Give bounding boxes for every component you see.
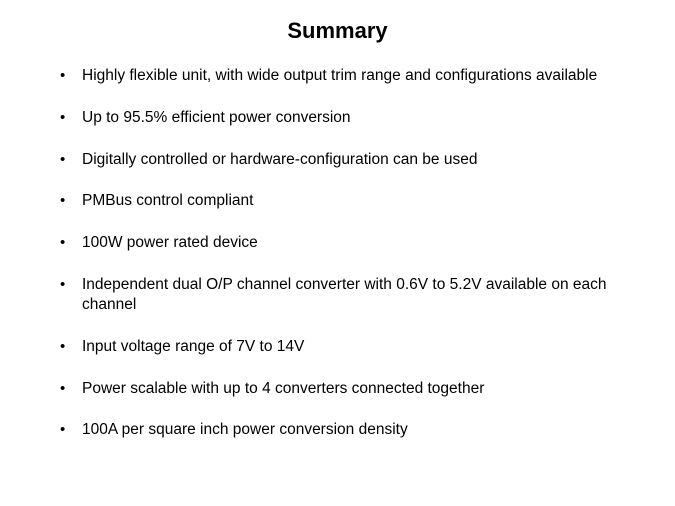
list-item: 100A per square inch power conversion de… — [60, 420, 635, 440]
page-title: Summary — [40, 18, 635, 44]
list-item: 100W power rated device — [60, 233, 635, 253]
list-item: Power scalable with up to 4 converters c… — [60, 379, 635, 399]
list-item: Highly flexible unit, with wide output t… — [60, 66, 635, 86]
list-item: Digitally controlled or hardware-configu… — [60, 150, 635, 170]
list-item: PMBus control compliant — [60, 191, 635, 211]
summary-list: Highly flexible unit, with wide output t… — [40, 66, 635, 440]
list-item: Input voltage range of 7V to 14V — [60, 337, 635, 357]
list-item: Independent dual O/P channel converter w… — [60, 275, 635, 315]
list-item: Up to 95.5% efficient power conversion — [60, 108, 635, 128]
